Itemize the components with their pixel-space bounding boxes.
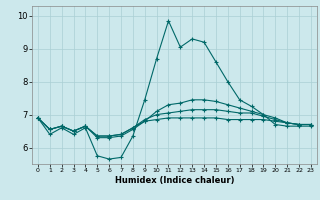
X-axis label: Humidex (Indice chaleur): Humidex (Indice chaleur) — [115, 176, 234, 185]
